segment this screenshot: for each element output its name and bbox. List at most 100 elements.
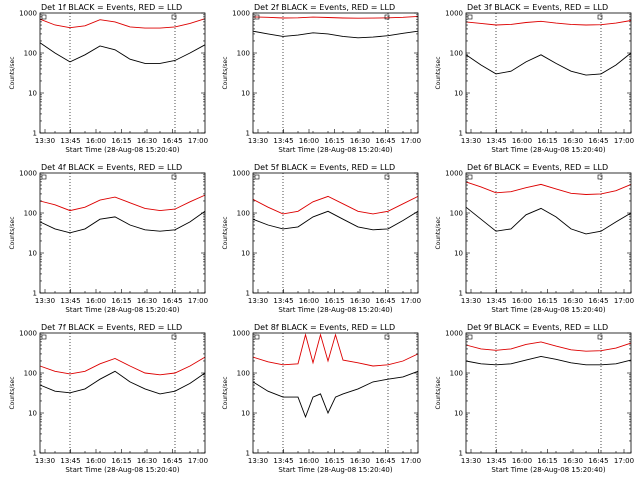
subplot-title: Det 9f BLACK = Events, RED = LLD (467, 323, 608, 332)
x-axis-label: Start Time (28-Aug-08 15:20:40) (278, 466, 392, 474)
corner-marker-right (384, 174, 390, 180)
x-tick-label: 17:00 (614, 457, 634, 465)
lld-series-line (252, 15, 419, 19)
subplot-7: 1 10 100 1000 13:30 13:45 16:00 16:15 16:30 16:45… (9, 323, 208, 474)
y-tick-label: 100 (237, 210, 250, 218)
lld-series-line (252, 333, 419, 367)
x-tick-label: 16:15 (537, 137, 557, 145)
events-series-line (39, 42, 206, 64)
y-tick-label: 100 (450, 50, 463, 58)
x-tick-label: 13:45 (486, 297, 506, 305)
x-tick-label: 13:30 (461, 297, 481, 305)
y-tick-label: 1000 (19, 10, 37, 18)
subplot-title: Det 5f BLACK = Events, RED = LLD (254, 163, 395, 172)
y-tick-label: 100 (24, 50, 37, 58)
x-tick-label: 16:30 (563, 137, 583, 145)
events-series-line (39, 370, 206, 395)
subplot-8: 1 10 100 1000 13:30 13:45 16:00 16:15 16:30 16:45… (222, 323, 421, 474)
x-tick-label: 16:45 (162, 457, 182, 465)
x-tick-label: 16:30 (137, 297, 157, 305)
x-tick-label: 13:30 (35, 137, 55, 145)
y-tick-label: 10 (28, 250, 37, 258)
y-tick-label: 1000 (19, 170, 37, 178)
corner-marker-left (467, 174, 473, 180)
plot-frame (252, 12, 419, 134)
x-tick-label: 16:15 (111, 137, 131, 145)
y-tick-label: 1 (459, 130, 463, 138)
corner-marker-right (384, 14, 390, 20)
subplot-title: Det 8f BLACK = Events, RED = LLD (254, 323, 395, 332)
x-tick-label: 16:30 (350, 457, 370, 465)
y-tick-label: 1000 (445, 10, 463, 18)
corner-marker-right (171, 334, 177, 340)
x-tick-label: 16:30 (137, 457, 157, 465)
x-tick-label: 17:00 (188, 297, 208, 305)
x-tick-label: 17:00 (188, 457, 208, 465)
x-tick-label: 13:30 (35, 457, 55, 465)
x-tick-label: 16:00 (86, 297, 106, 305)
x-tick-label: 16:15 (111, 457, 131, 465)
plot-frame (39, 172, 206, 294)
y-tick-label: 1 (459, 450, 463, 458)
y-tick-label: 10 (28, 410, 37, 418)
plot-frame (39, 12, 206, 134)
corner-marker-left (41, 14, 47, 20)
subplot-2: 1 10 100 1000 13:30 13:45 16:00 16:15 16:30 16:45… (222, 3, 421, 154)
corner-marker-right (171, 14, 177, 20)
x-tick-label: 13:30 (248, 297, 268, 305)
x-tick-label: 17:00 (614, 137, 634, 145)
x-tick-label: 13:30 (248, 457, 268, 465)
x-tick-label: 13:45 (60, 137, 80, 145)
plot-frame (465, 12, 632, 134)
subplot-title: Det 6f BLACK = Events, RED = LLD (467, 163, 608, 172)
subplot-9: 1 10 100 1000 13:30 13:45 16:00 16:15 16:30 16:45… (435, 323, 634, 474)
corner-marker-right (597, 174, 603, 180)
y-tick-label: 1000 (19, 330, 37, 338)
y-tick-label: 10 (454, 90, 463, 98)
y-tick-label: 1 (33, 450, 37, 458)
x-axis-label: Start Time (28-Aug-08 15:20:40) (491, 146, 605, 154)
y-tick-label: 1 (246, 290, 250, 298)
y-tick-label: 10 (241, 250, 250, 258)
lld-series-line (252, 195, 419, 215)
y-tick-label: 1000 (445, 330, 463, 338)
y-axis-label: Counts/sec (9, 56, 16, 89)
x-tick-label: 13:30 (461, 457, 481, 465)
events-series-line (465, 52, 632, 76)
x-tick-label: 17:00 (614, 297, 634, 305)
x-tick-label: 16:30 (563, 297, 583, 305)
x-tick-label: 16:45 (375, 137, 395, 145)
y-tick-label: 1000 (232, 10, 250, 18)
corner-marker-left (254, 334, 260, 340)
y-tick-label: 1 (246, 130, 250, 138)
y-tick-label: 1000 (232, 170, 250, 178)
y-axis-label: Counts/sec (435, 56, 442, 89)
corner-marker-left (254, 174, 260, 180)
x-tick-label: 16:30 (137, 137, 157, 145)
y-tick-label: 1 (33, 290, 37, 298)
x-tick-label: 16:00 (512, 137, 532, 145)
events-series-line (39, 210, 206, 234)
y-axis-label: Counts/sec (222, 216, 229, 249)
x-tick-label: 16:15 (537, 457, 557, 465)
x-axis-label: Start Time (28-Aug-08 15:20:40) (491, 306, 605, 314)
x-tick-label: 16:00 (512, 457, 532, 465)
x-tick-label: 13:45 (486, 457, 506, 465)
subplot-title: Det 3f BLACK = Events, RED = LLD (467, 3, 608, 12)
x-tick-label: 16:15 (537, 297, 557, 305)
corner-marker-left (467, 14, 473, 20)
corner-marker-left (41, 174, 47, 180)
y-tick-label: 1 (459, 290, 463, 298)
x-tick-label: 17:00 (401, 137, 421, 145)
subplot-title: Det 4f BLACK = Events, RED = LLD (41, 163, 182, 172)
y-tick-label: 10 (28, 90, 37, 98)
y-tick-label: 1000 (445, 170, 463, 178)
plot-frame (39, 332, 206, 454)
y-tick-label: 1 (33, 130, 37, 138)
x-tick-label: 13:45 (273, 297, 293, 305)
subplot-title: Det 1f BLACK = Events, RED = LLD (41, 3, 182, 12)
x-tick-label: 16:45 (375, 457, 395, 465)
lld-series-line (465, 341, 632, 352)
y-tick-label: 10 (241, 410, 250, 418)
